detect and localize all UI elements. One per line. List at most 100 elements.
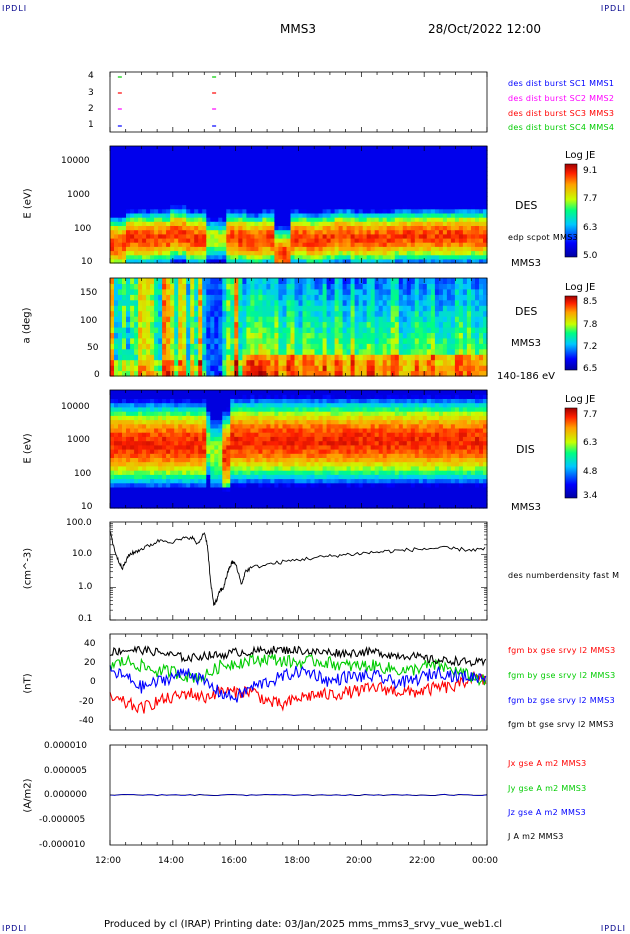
des-energy-cell [334, 246, 340, 252]
des-pitch-cell [350, 354, 356, 361]
des-energy-cell [126, 183, 131, 189]
des-pitch-cell [370, 370, 376, 377]
des-energy-cell [346, 187, 352, 193]
dis-energy-cell [166, 449, 171, 454]
des-energy-cell [306, 204, 312, 210]
des-pitch-cell [226, 370, 231, 377]
des-energy-cell [250, 254, 255, 260]
des-energy-cell [214, 242, 219, 247]
des-pitch-cell [114, 294, 119, 301]
des-energy-cell [242, 200, 247, 206]
des-energy-cell [322, 225, 328, 231]
des-energy-cell [286, 237, 292, 243]
dis-energy-cell [198, 411, 203, 416]
dis-energy-cell [146, 411, 151, 416]
des-pitch-cell [386, 305, 392, 312]
des-energy-cell [122, 196, 127, 201]
des-energy-cell [190, 242, 195, 247]
dis-energy-cell [122, 432, 127, 437]
des-energy-cell [406, 187, 412, 193]
des-energy-cell [110, 233, 115, 239]
des-energy-cell [118, 196, 123, 201]
des-energy-cell [322, 221, 328, 226]
des-energy-cell [246, 233, 251, 239]
des-energy-cell [210, 208, 215, 214]
des-pitch-cell [306, 299, 312, 306]
dis-energy-cell [162, 415, 167, 421]
des-energy-cell [230, 242, 235, 247]
des-energy-cell [254, 217, 259, 222]
des-energy-cell [222, 250, 227, 256]
des-energy-cell [306, 221, 312, 226]
des-pitch-cell [162, 305, 167, 312]
des-energy-cell [234, 237, 239, 243]
des-energy-cell [475, 250, 480, 256]
des-energy-cell [114, 217, 119, 222]
des-pitch-cell [122, 332, 127, 339]
des-pitch-cell [350, 288, 356, 295]
des-energy-cell [122, 250, 127, 256]
dis-energy-cell [190, 444, 195, 450]
des-energy-cell [330, 158, 336, 164]
des-energy-cell [174, 154, 179, 160]
des-energy-cell [274, 212, 279, 218]
des-pitch-cell [410, 359, 416, 366]
des-pitch-cell [190, 294, 195, 301]
des-energy-cell [150, 200, 155, 206]
des-energy-cell [330, 175, 336, 181]
des-pitch-cell [318, 370, 324, 377]
des-pitch-cell [290, 337, 296, 344]
des-pitch-cell [422, 343, 428, 350]
des-pitch-cell [194, 310, 199, 317]
des-pitch-cell [342, 294, 348, 301]
dis-energy-cell [130, 453, 135, 458]
des-energy-cell [162, 183, 167, 189]
des-energy-cell [134, 250, 139, 256]
des-energy-cell [126, 171, 131, 176]
des-energy-cell [194, 225, 199, 231]
des-pitch-cell [426, 332, 432, 339]
des-energy-cell [186, 150, 191, 155]
des-pitch-cell [483, 332, 488, 339]
des-energy-cell [402, 183, 408, 189]
des-energy-cell [446, 175, 452, 181]
dis-energy-cell [190, 436, 195, 442]
des-pitch-cell [330, 365, 336, 372]
des-energy-cell [458, 154, 464, 160]
des-energy-cell [194, 154, 199, 160]
des-energy-cell [370, 162, 376, 168]
dis-energy-cell [122, 390, 127, 395]
des-energy-cell [414, 146, 420, 151]
des-pitch-cell [454, 343, 460, 350]
des-pitch-cell [142, 359, 147, 366]
des-energy-cell [118, 162, 123, 168]
des-pitch-cell [342, 278, 348, 284]
des-pitch-cell [330, 370, 336, 377]
des-pitch-cell [254, 316, 259, 323]
des-pitch-cell [462, 365, 468, 372]
des-energy-cell [278, 208, 283, 214]
dis-energy-cell [166, 398, 171, 404]
des-pitch-cell [178, 370, 183, 377]
des-energy-cell [326, 208, 332, 214]
des-energy-cell [350, 204, 356, 210]
dis-energy-cell [138, 423, 143, 429]
des-pitch-cell [154, 359, 159, 366]
des-pitch-cell [390, 343, 396, 350]
des-pitch-cell [218, 288, 223, 295]
des-energy-cell [134, 179, 139, 185]
des-pitch-cell [322, 343, 328, 350]
des-energy-cell [198, 250, 203, 256]
dis-energy-cell [110, 465, 115, 471]
des-energy-cell [258, 200, 263, 206]
des-energy-cell [154, 162, 159, 168]
dis-energy-cell [174, 503, 179, 509]
des-energy-cell [294, 179, 300, 185]
dis-energy-cell [130, 411, 135, 416]
des-energy-cell [378, 179, 384, 185]
des-pitch-cell [294, 359, 300, 366]
des-pitch-cell [162, 354, 167, 361]
dis-energy-cell [142, 444, 147, 450]
des-energy-cell [386, 229, 392, 235]
des-energy-cell [374, 208, 380, 214]
